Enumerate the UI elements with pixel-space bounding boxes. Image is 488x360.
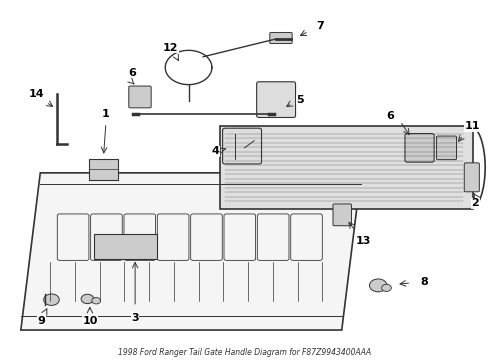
FancyBboxPatch shape [256, 82, 295, 117]
Text: 6: 6 [127, 68, 135, 78]
Text: 1: 1 [102, 109, 110, 119]
Text: 2: 2 [470, 198, 478, 208]
Text: 3: 3 [131, 312, 139, 323]
Text: 5: 5 [296, 95, 304, 105]
FancyBboxPatch shape [463, 163, 478, 192]
Text: 12: 12 [163, 43, 178, 53]
FancyBboxPatch shape [269, 32, 291, 44]
Circle shape [369, 279, 386, 292]
Polygon shape [21, 173, 361, 330]
Text: 1998 Ford Ranger Tail Gate Handle Diagram for F87Z9943400AAA: 1998 Ford Ranger Tail Gate Handle Diagra… [118, 348, 370, 357]
FancyBboxPatch shape [436, 136, 456, 159]
FancyBboxPatch shape [222, 128, 261, 164]
Text: 8: 8 [420, 277, 427, 287]
Text: 10: 10 [82, 316, 98, 326]
Text: 6: 6 [386, 111, 393, 121]
Text: 9: 9 [37, 316, 45, 326]
Circle shape [92, 297, 101, 304]
Text: 7: 7 [315, 21, 323, 31]
FancyBboxPatch shape [332, 204, 351, 226]
Text: 11: 11 [463, 121, 479, 131]
Polygon shape [89, 158, 118, 180]
Circle shape [43, 294, 59, 305]
Polygon shape [94, 234, 157, 258]
Circle shape [381, 284, 390, 292]
FancyBboxPatch shape [404, 134, 433, 162]
Circle shape [81, 294, 94, 303]
Text: 14: 14 [29, 89, 44, 99]
Polygon shape [220, 126, 472, 208]
Text: 4: 4 [211, 147, 219, 157]
FancyBboxPatch shape [128, 86, 151, 108]
Text: 13: 13 [355, 236, 370, 246]
